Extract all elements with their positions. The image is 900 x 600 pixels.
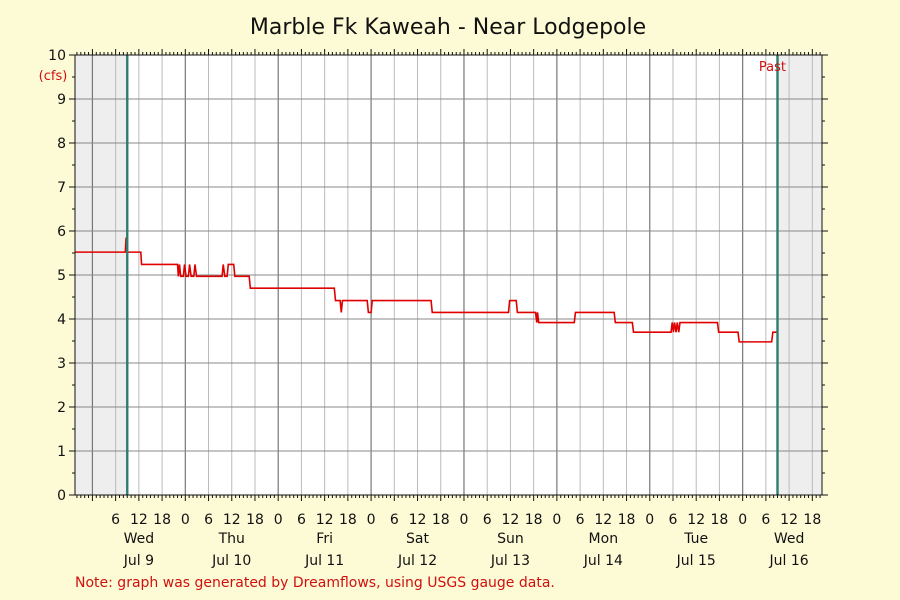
y-tick-label: 6 [57,224,66,240]
x-hour-label: 0 [552,512,561,528]
y-tick-label: 10 [48,48,66,64]
x-day-date: Jul 9 [123,553,154,569]
x-hour-label: 18 [432,512,450,528]
x-hour-label: 6 [297,512,306,528]
x-day-name: Sat [406,531,429,547]
x-hour-label: 12 [780,512,798,528]
flow-series-line [75,237,778,343]
x-day-name: Fri [316,531,333,547]
y-tick-label: 7 [57,180,66,196]
x-day-name: Wed [774,531,805,547]
chart-title: Marble Fk Kaweah - Near Lodgepole [250,15,646,40]
y-tick-label: 2 [57,400,66,416]
x-hour-label: 0 [645,512,654,528]
grid-layer [75,54,822,496]
x-hour-label: 0 [274,512,283,528]
series-layer [75,237,778,343]
plot-area [74,54,823,496]
x-day-date: Jul 12 [397,553,437,569]
x-day-name: Mon [589,531,619,547]
x-hour-label: 12 [130,512,148,528]
y-tick-label: 0 [57,488,66,504]
x-day-date: Jul 13 [490,553,530,569]
x-day-date: Jul 11 [304,553,344,569]
source-note: Note: graph was generated by Dreamflows,… [75,575,555,591]
x-day-name: Sun [497,531,524,547]
y-tick-label: 4 [57,312,66,328]
past-marker-layer [126,55,779,495]
y-tick-labels: 0 1 2 3 4 5 6 7 8 9 10 [48,48,66,504]
past-label: Past [759,60,786,75]
y-tick-label: 5 [57,268,66,284]
x-hour-label: 6 [669,512,678,528]
x-hour-label: 0 [181,512,190,528]
x-day-date: Jul 16 [769,553,809,569]
y-tick-label: 3 [57,356,66,372]
x-hour-label: 18 [246,512,264,528]
x-hour-label: 0 [460,512,469,528]
x-hour-label: 6 [204,512,213,528]
x-hour-label: 18 [339,512,357,528]
x-hour-label: 0 [738,512,747,528]
x-hour-label: 6 [576,512,585,528]
x-hour-label: 6 [111,512,120,528]
y-tick-label: 9 [57,92,66,108]
x-hour-label: 12 [687,512,705,528]
x-day-date: Jul 10 [211,553,251,569]
y-axis-unit-label: (cfs) [39,69,68,84]
x-hour-label: 12 [502,512,520,528]
x-hour-label: 12 [223,512,241,528]
x-hour-label: 6 [390,512,399,528]
x-day-date: Jul 15 [676,553,716,569]
x-hour-label: 18 [525,512,543,528]
y-tick-label: 8 [57,136,66,152]
x-hour-label: 12 [409,512,427,528]
x-day-date: Jul 14 [583,553,623,569]
x-axis-labels: 6 12 18 0 6 12 18 0 6 12 18 0 6 12 18 0 6 12 18 0 6 12 18 0 6 12 1… [111,512,821,569]
x-hour-label: 18 [153,512,171,528]
x-day-name: Thu [218,531,245,547]
x-day-name: Tue [683,531,708,547]
x-hour-label: 0 [367,512,376,528]
x-hour-label: 12 [594,512,612,528]
x-hour-label: 12 [316,512,334,528]
x-hour-label: 6 [761,512,770,528]
y-tick-label: 1 [57,444,66,460]
x-hour-label: 6 [483,512,492,528]
x-day-name: Wed [124,531,155,547]
tick-layer [69,49,828,501]
x-hour-label: 18 [618,512,636,528]
x-hour-label: 18 [711,512,729,528]
x-hour-label: 18 [803,512,821,528]
